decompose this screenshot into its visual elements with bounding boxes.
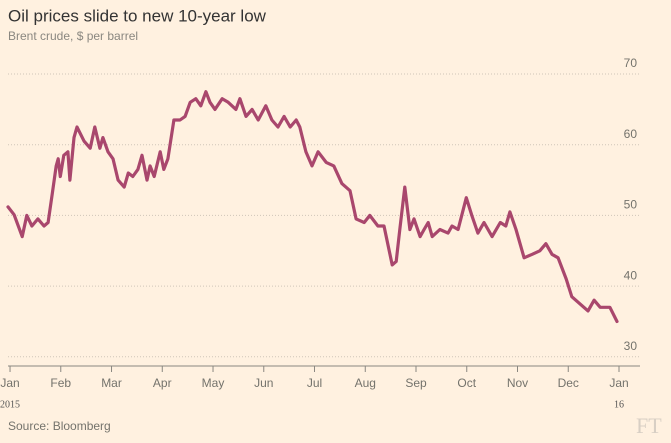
x-tick-label: Feb xyxy=(50,376,71,390)
x-tick-label: Aug xyxy=(355,376,376,390)
x-tick-label: Dec xyxy=(558,376,579,390)
x-tick-label: Mar xyxy=(101,376,122,390)
x-tick-label: Oct xyxy=(457,376,476,390)
chart-subtitle: Brent crude, $ per barrel xyxy=(8,29,138,43)
x-tick-label: Nov xyxy=(507,376,528,390)
y-tick-label: 60 xyxy=(624,127,638,141)
source: Source: Bloomberg xyxy=(8,419,111,433)
x-tick-label: May xyxy=(202,376,225,390)
x-tick-label: Jul xyxy=(307,376,322,390)
chart-title: Oil prices slide to new 10-year low xyxy=(8,6,267,25)
y-tick-label: 40 xyxy=(624,268,638,282)
x-tick-label: Jan xyxy=(609,376,628,390)
year-label: 16 xyxy=(614,399,624,410)
x-tick-label: Jun xyxy=(254,376,273,390)
x-tick-label: Apr xyxy=(153,376,172,390)
year-label: 2015 xyxy=(0,399,20,410)
y-tick-label: 70 xyxy=(624,56,638,70)
y-tick-label: 30 xyxy=(624,339,638,353)
x-tick-label: Sep xyxy=(405,376,427,390)
logo: FT xyxy=(636,413,662,438)
line xyxy=(6,90,619,324)
y-tick-label: 50 xyxy=(624,198,638,212)
x-tick-label: Jan xyxy=(0,376,19,390)
